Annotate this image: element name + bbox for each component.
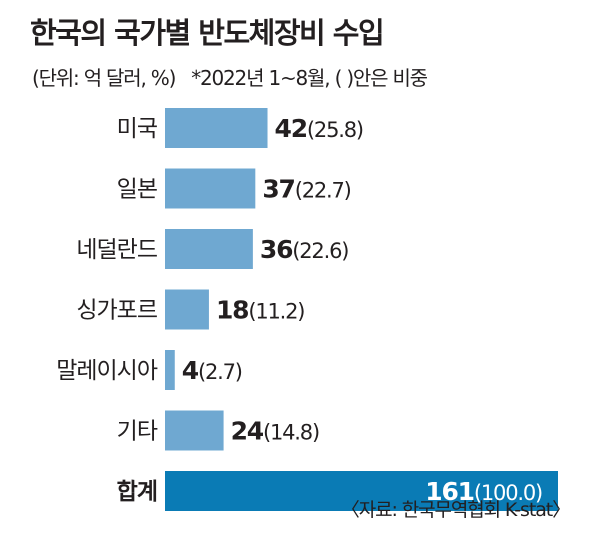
category-label: 말레이시아 [56, 358, 158, 384]
category-label: 합계 [117, 479, 157, 505]
bar [165, 229, 253, 269]
value-number: 36 [260, 235, 293, 264]
source-note: 〈자료: 한국무역협회 K-stat〉 [340, 499, 571, 521]
category-label: 기타 [117, 419, 158, 445]
value-number: 4 [182, 356, 199, 385]
category-label: 일본 [117, 177, 157, 203]
share-value: 100.0 [481, 481, 535, 505]
value-label: 4(2.7) [182, 356, 242, 385]
share-value: 22.6 [299, 239, 342, 263]
share-value: 11.2 [255, 300, 297, 324]
chart-title: 한국의 국가별 반도체장비 수입 [30, 16, 385, 50]
value-label: 36(22.6) [260, 235, 348, 264]
share-value: 25.8 [314, 118, 356, 142]
value-number: 37 [262, 175, 294, 204]
total-bar [165, 471, 558, 511]
value-number: 24 [231, 417, 264, 446]
period-note: *2022년 1~8월, ( )안은 비중 [191, 66, 428, 90]
share-value: 2.7 [205, 360, 235, 384]
value-label: 37(22.7) [262, 175, 350, 204]
bar [165, 289, 209, 330]
value-label: 24(14.8) [231, 417, 319, 446]
category-label: 미국 [117, 116, 157, 142]
value-label: 161(100.0) [425, 477, 542, 506]
value-number: 42 [275, 114, 307, 143]
bar [165, 168, 256, 209]
value-label: 42(25.8) [275, 114, 363, 143]
bar [165, 410, 224, 451]
value-number: 18 [216, 296, 248, 325]
category-label: 네덜란드 [76, 237, 157, 263]
share-value: 14.8 [270, 421, 312, 445]
value-number: 161 [425, 477, 474, 506]
value-label: 18(11.2) [216, 296, 304, 325]
bar [165, 108, 268, 148]
bar [165, 350, 175, 390]
category-label: 싱가포르 [76, 298, 157, 324]
unit-note: (단위: 억 달러, %) [32, 66, 176, 90]
chart-subtitle: (단위: 억 달러, %) *2022년 1~8월, ( )안은 비중 [32, 62, 428, 91]
share-value: 22.7 [302, 179, 344, 203]
